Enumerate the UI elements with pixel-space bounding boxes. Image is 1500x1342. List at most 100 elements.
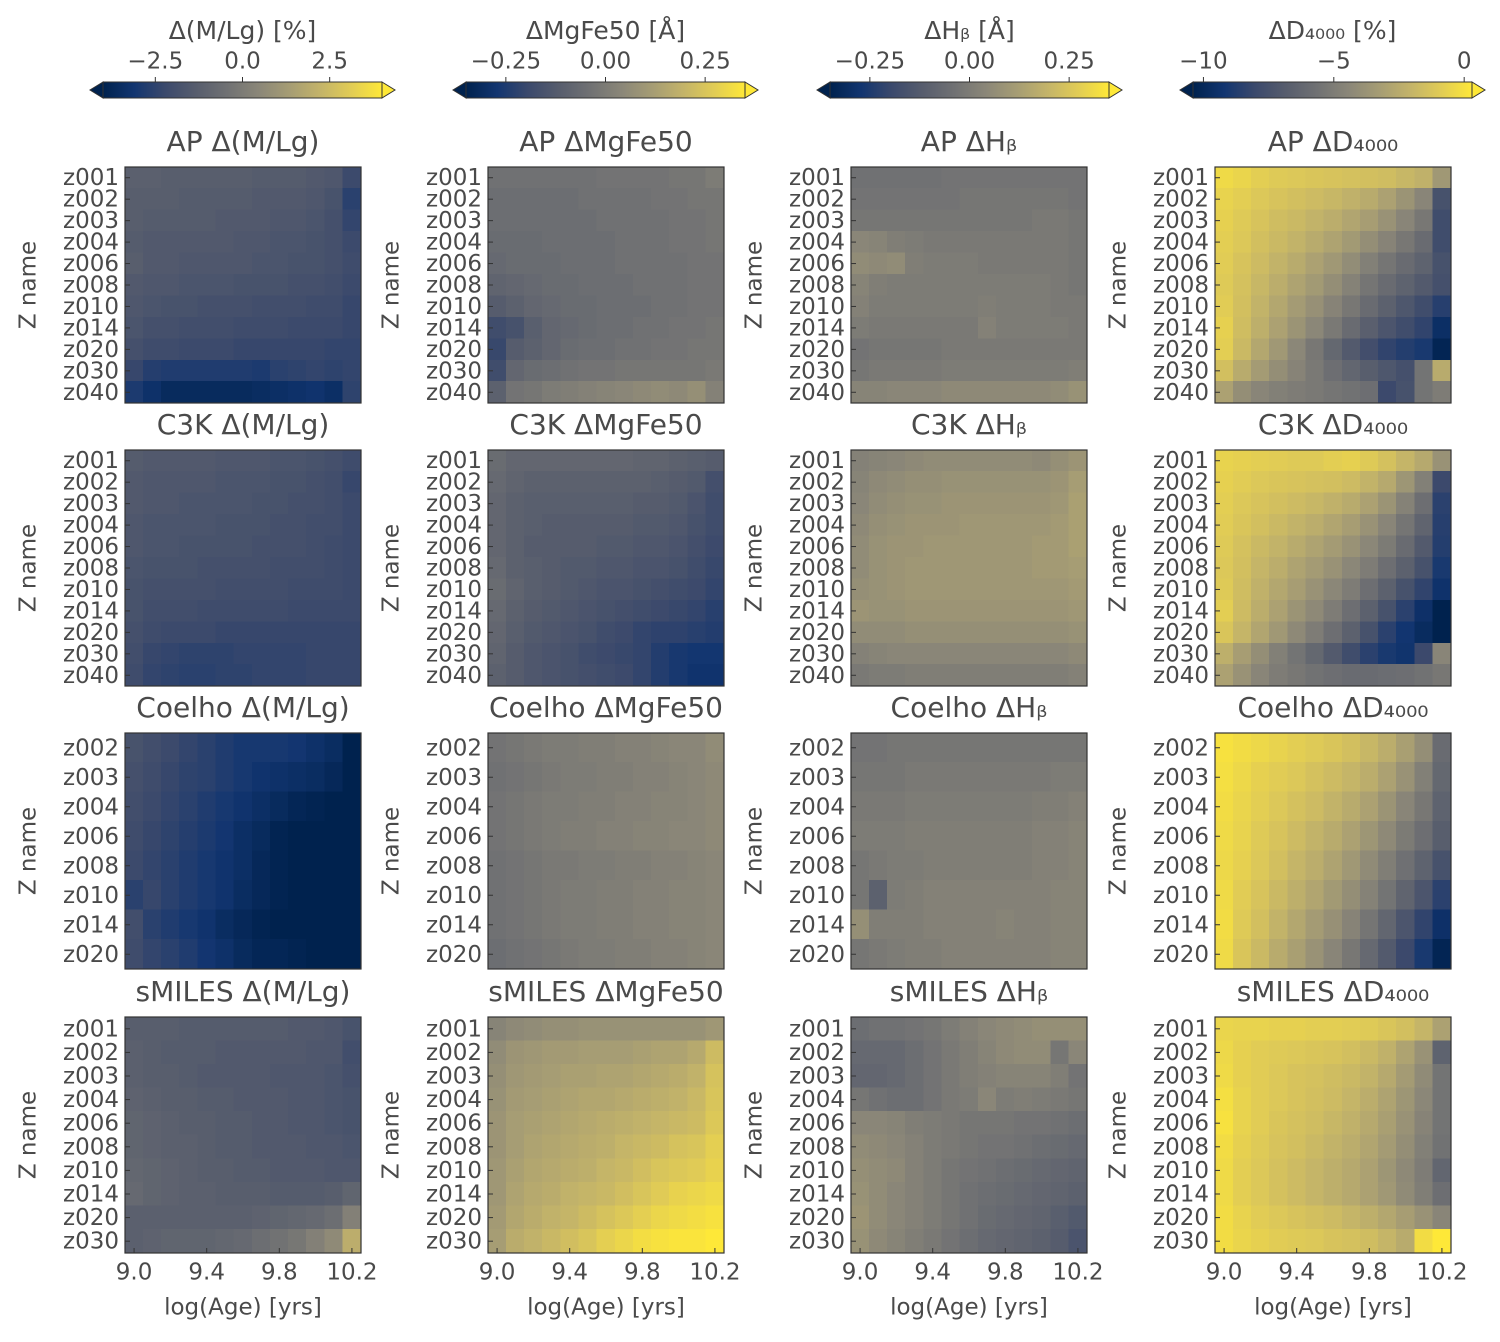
heatmap-cell [651,821,670,852]
heatmap-cell [596,1111,616,1136]
heatmap-cell [542,909,561,940]
heatmap-cell [1251,642,1270,665]
heatmap-cell [251,909,271,940]
heatmap-cell [651,732,670,763]
y-tick-label: z010 [426,883,482,909]
heatmap-cell [669,762,688,793]
heatmap-cell [687,188,707,211]
heatmap-cell [251,1158,271,1183]
heatmap-cell [251,514,271,537]
heatmap-cell [560,909,580,940]
heatmap-cell [1269,381,1288,404]
heatmap-cell [560,359,580,382]
heatmap-cell [1378,664,1397,687]
heatmap-cell [324,381,344,404]
heatmap-cell [161,535,180,558]
heatmap-cell [233,1158,253,1183]
heatmap-cell [1378,316,1397,339]
heatmap-cell [342,621,362,644]
heatmap-cell [1323,273,1343,297]
heatmap-cell [1251,664,1270,687]
heatmap-cell [887,359,906,382]
heatmap-cell [142,909,162,940]
heatmap-cell [632,166,652,189]
heatmap-cell [1287,514,1307,537]
y-axis-label: Z name [16,524,42,612]
heatmap-cell [959,359,979,382]
heatmap-cell [632,316,652,339]
y-tick-label: z020 [426,337,482,363]
heatmap-cell [1323,471,1343,494]
y-tick-label: z010 [426,577,482,603]
heatmap-cell [1378,359,1397,382]
heatmap-cell [542,166,561,189]
heatmap-cell [1032,762,1051,793]
heatmap-cell [342,471,362,494]
panel-title: C3K ΔD₄₀₀₀ [1258,408,1408,441]
y-axis-label: Z name [379,241,405,329]
heatmap-cell [342,939,362,970]
heatmap-cell [215,514,235,537]
heatmap-cell [233,939,253,970]
heatmap-cell [1050,209,1070,232]
heatmap-cell [578,1205,598,1230]
heatmap-cell [977,621,997,644]
colorbar-extend-high [1108,81,1123,99]
y-tick-label: z014 [1153,912,1209,938]
colorbar [102,81,383,99]
heatmap-cell [1341,295,1361,318]
heatmap-cell [1323,621,1343,644]
heatmap-cell [197,880,217,911]
heatmap-cell [887,209,906,232]
heatmap-cell [524,599,543,622]
heatmap-cell [269,188,289,211]
heatmap-cell [1014,188,1033,211]
heatmap-cell [1269,252,1288,275]
heatmap-cell [1414,471,1434,494]
heatmap-cell [324,449,344,472]
heatmap-cell [1323,599,1343,622]
heatmap-cell [1014,556,1033,580]
y-tick-label: z010 [789,577,845,603]
heatmap-cell [1287,316,1307,339]
heatmap-cell [905,578,924,601]
heatmap-cell [887,939,906,970]
heatmap-cell [596,599,616,622]
heatmap-cell [596,1016,616,1041]
y-tick-label: z008 [63,556,119,582]
heatmap-cell [269,821,289,852]
heatmap-cell [1378,791,1397,822]
heatmap-cell [995,599,1015,622]
heatmap-cell [687,1134,707,1159]
heatmap-cell [1014,316,1033,339]
heatmap-cell [1378,1111,1397,1136]
heatmap-cell [959,621,979,644]
heatmap-cell [1341,664,1361,687]
heatmap-cell [578,188,598,211]
heatmap-cell [1251,316,1270,339]
heatmap-cell [1341,209,1361,232]
heatmap-cell [1032,939,1051,970]
heatmap-cell [1032,231,1051,254]
heatmap-cell [1378,188,1397,211]
y-tick-label: z030 [1153,641,1209,667]
heatmap-cell [651,1229,670,1254]
heatmap-cell [524,492,543,515]
heatmap-cell [197,664,217,687]
colorbar-tick-label: −0.25 [471,49,541,75]
heatmap-cell [651,338,670,361]
heatmap-cell [651,939,670,970]
heatmap-cell [687,381,707,404]
heatmap-cell [342,1205,362,1230]
heatmap-cell [215,880,235,911]
heatmap-cell [1323,821,1343,852]
heatmap-cell [306,556,325,580]
heatmap-cell [669,1040,688,1065]
heatmap-cell [614,471,634,494]
heatmap-cell [197,1181,217,1207]
heatmap-cell [1050,909,1070,940]
heatmap-cell [868,821,888,852]
heatmap-cell [1232,1087,1252,1112]
y-tick-label: z010 [789,883,845,909]
heatmap-cell [161,273,180,297]
